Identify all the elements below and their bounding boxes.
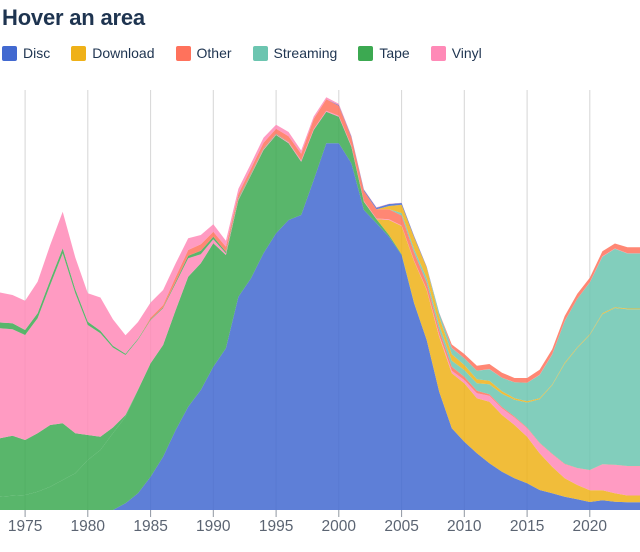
x-axis-label: 2020 (573, 518, 608, 535)
chart-legend: Disc Download Other Streaming Tape Vinyl (2, 45, 640, 61)
x-axis-label: 1995 (259, 518, 293, 535)
legend-swatch-disc (2, 45, 17, 61)
legend-label: Tape (379, 45, 410, 61)
legend-swatch-tape (358, 45, 374, 61)
legend-item-disc[interactable]: Disc (2, 45, 50, 61)
stacked-area-chart: 1975 1980 1985 1990 1995 2000 2005 2010 2015 2020 (0, 90, 640, 535)
legend-swatch-download (71, 45, 87, 61)
legend-label: Vinyl (451, 45, 482, 61)
legend-item-streaming[interactable]: Streaming (252, 45, 338, 61)
legend-label: Download (92, 45, 155, 61)
legend-label: Streaming (273, 45, 338, 61)
area-disc-main[interactable] (0, 143, 640, 511)
x-axis-label: 2005 (384, 518, 418, 535)
legend-swatch-vinyl (430, 45, 446, 61)
legend-item-vinyl[interactable]: Vinyl (430, 45, 482, 61)
x-axis-label: 2010 (447, 518, 482, 535)
area-tape-8track[interactable] (0, 111, 640, 503)
chart-area: 1975 1980 1985 1990 1995 2000 2005 2010 2015 2020 (0, 90, 640, 547)
x-axis-label: 2000 (322, 518, 357, 535)
x-axis-label: 1990 (196, 518, 231, 535)
area-download-main[interactable] (0, 111, 640, 503)
legend-item-other[interactable]: Other (175, 45, 232, 61)
legend-item-tape[interactable]: Tape (358, 45, 410, 61)
legend-swatch-streaming (252, 45, 268, 61)
legend-swatch-other (175, 45, 191, 61)
x-axis-label: 1985 (133, 518, 167, 535)
x-axis-label: 2015 (510, 518, 544, 535)
legend-label: Disc (23, 45, 51, 61)
area-streaming-subscription[interactable] (0, 99, 640, 470)
x-axis-label: 1980 (71, 518, 106, 535)
legend-label: Other (196, 45, 232, 61)
legend-item-download[interactable]: Download (71, 45, 155, 61)
area-tape-cassette[interactable] (0, 111, 640, 510)
x-axis-label: 1975 (8, 518, 42, 535)
page-title: Hover an area (2, 5, 145, 30)
